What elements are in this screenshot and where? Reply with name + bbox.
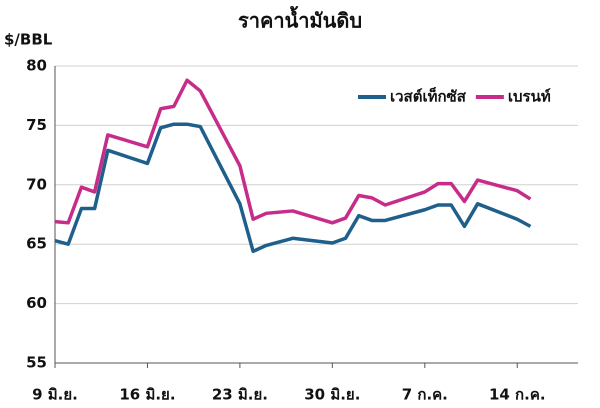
legend-label: เวสต์เท็กซัส xyxy=(390,87,467,106)
x-tick-label: 16 มิ.ย. xyxy=(119,386,175,404)
x-tick-label: 23 มิ.ย. xyxy=(212,386,268,404)
y-tick-label: 60 xyxy=(26,294,47,312)
line-series xyxy=(54,78,532,225)
x-tick-label: 14 ก.ค. xyxy=(489,386,546,404)
x-tick-label: 30 มิ.ย. xyxy=(304,386,360,404)
line-series xyxy=(54,122,532,254)
x-tick-label: 9 มิ.ย. xyxy=(32,386,78,404)
y-tick-label: 70 xyxy=(26,175,47,193)
legend-label: เบรนท์ xyxy=(508,88,551,106)
y-tick-label: 65 xyxy=(26,235,47,253)
y-tick-label: 80 xyxy=(26,57,47,75)
y-axis-label: $/BBL xyxy=(4,31,53,49)
y-tick-label: 55 xyxy=(26,354,47,372)
x-tick-label: 7 ก.ค. xyxy=(402,386,448,404)
chart-title: ราคาน้ำมันดิบ xyxy=(238,6,362,33)
y-tick-label: 75 xyxy=(26,116,47,134)
